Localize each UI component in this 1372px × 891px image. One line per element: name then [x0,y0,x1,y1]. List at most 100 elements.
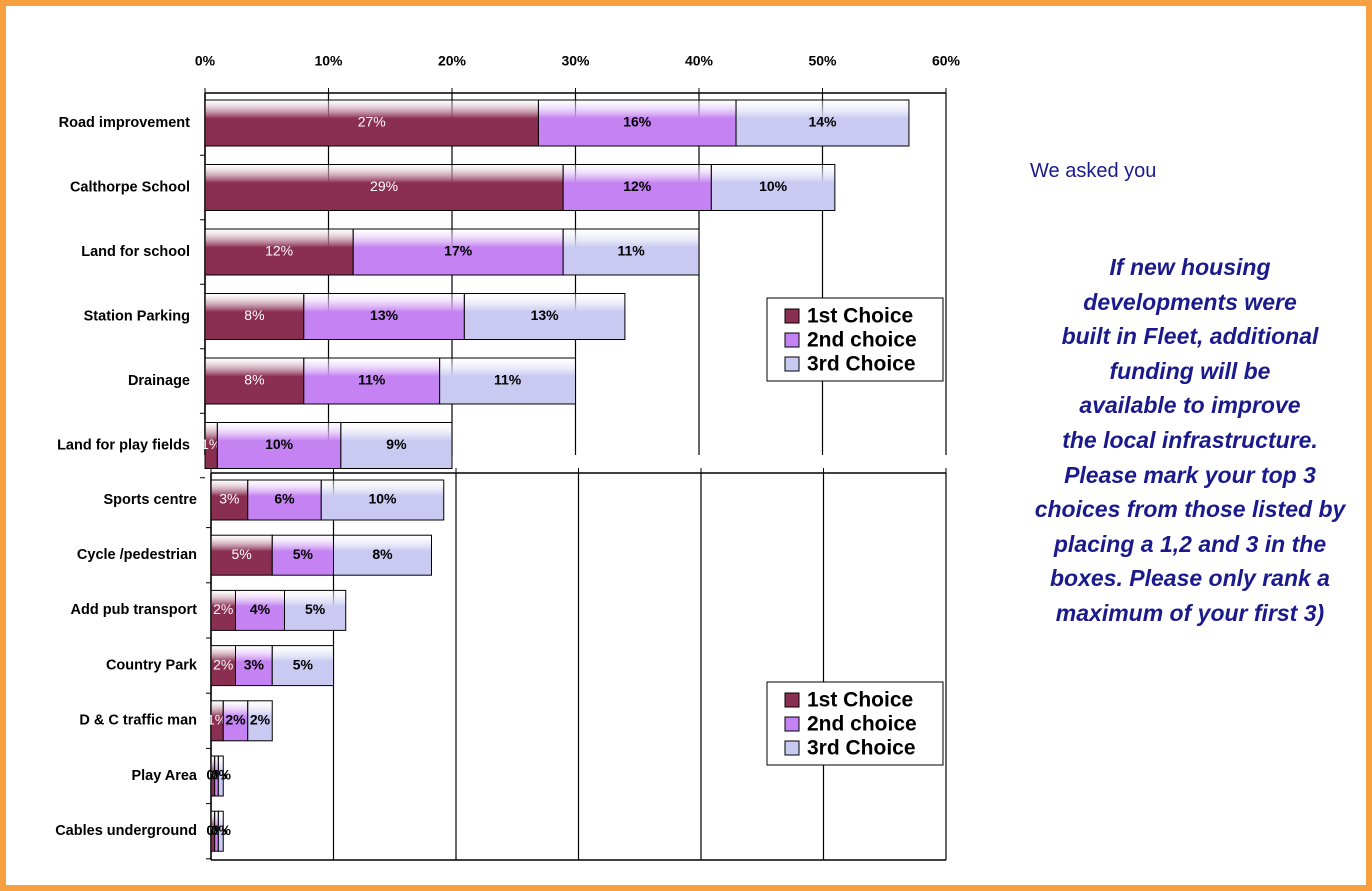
question-line: boxes. Please only rank a [1050,565,1330,592]
question-line: choices from those listed by [1034,496,1346,523]
category-label: Cables underground [55,823,197,839]
bar-segment [204,293,305,340]
data-label: 29% [370,178,398,194]
data-label: 11% [494,372,522,388]
data-label: 13% [531,307,560,323]
x-tick-label: 50% [808,53,837,69]
category-label: Road improvement [59,115,190,131]
data-label: 4% [250,601,271,617]
data-label: 3% [244,656,265,672]
data-label: 2% [213,656,233,672]
data-label: 11% [358,372,386,388]
x-tick-label: 0% [195,53,216,69]
bar-segment [284,589,347,631]
data-label: 5% [293,656,314,672]
question-line: funding will be [1109,357,1271,384]
category-label: Calthorpe School [70,179,190,195]
category-label: Station Parking [84,308,190,324]
legend-label: 3rd Choice [807,737,916,760]
question-line: Please mark your top 3 [1064,461,1316,488]
x-tick-label: 20% [438,53,467,69]
question-text: If new housing developments were built in … [1010,250,1370,631]
data-label: 5% [305,601,326,617]
data-label: 2% [213,601,233,617]
legend-swatch [784,356,800,372]
question-line: available to improve [1079,392,1301,419]
data-label: 11% [617,243,645,259]
x-tick-label: 10% [314,53,343,69]
question-line: If new housing [1109,254,1271,280]
question-line: the local infrastructure. [1062,426,1318,453]
data-label: 16% [623,114,652,130]
data-label: 9% [386,436,407,452]
bar-segment [204,357,305,405]
data-label: 12% [623,178,652,194]
data-label: 1% [201,436,221,452]
bar-segment [210,589,236,631]
bar-segment [210,479,249,521]
data-label: 27% [358,114,386,130]
data-label: 1% [207,712,227,728]
bar-segment [537,99,737,147]
bar-segment [210,645,236,687]
legend-label: 1st Choice [807,305,913,328]
data-label: 8% [372,546,393,562]
bar-segment [333,534,432,576]
data-label: 8% [244,372,264,388]
legend-swatch [784,692,800,708]
bar-segment [735,99,910,147]
category-label: Land for play fields [57,437,190,453]
bar-segment [247,700,273,742]
category-label: Cycle /pedestrian [77,547,197,563]
bar-segment [303,293,465,340]
bar-segment [463,293,626,340]
data-label: 0% [211,767,232,783]
bar-segment [439,357,576,405]
legend-label: 3rd Choice [807,353,916,376]
data-label: 2% [225,712,246,728]
category-label: Sports centre [104,492,197,508]
data-label: 10% [759,178,788,194]
category-label: D & C traffic man [79,713,197,729]
bar-segment [235,589,285,631]
bar-segment [217,810,224,852]
legend-label: 2nd choice [807,329,917,352]
bar-segment [217,755,224,797]
bar-segment [235,645,273,687]
x-tick-label: 30% [561,53,590,69]
data-label: 14% [808,114,837,130]
data-label: 17% [444,243,473,259]
legend-label: 2nd choice [807,713,917,736]
legend-label: 1st Choice [807,689,913,712]
category-label: Drainage [128,373,190,389]
x-tick-label: 40% [685,53,714,69]
data-label: 6% [274,491,295,507]
bar-segment [247,479,322,521]
bar-segment [562,228,700,276]
bar-segment [222,700,249,742]
question-line: built in Fleet, additional [1061,323,1319,350]
bar-segment [320,479,445,521]
data-label: 10% [265,436,294,452]
data-label: 5% [232,546,252,562]
data-label: 0% [211,822,232,838]
data-label: 3% [219,491,239,507]
legend-swatch [784,740,800,756]
x-tick-label: 60% [932,53,961,69]
question-line: placing a 1,2 and 3 in the [1053,530,1327,557]
bar-segment [710,164,836,211]
category-label: Land for school [81,244,190,260]
data-label: 2% [250,712,271,728]
category-label: Play Area [131,768,197,784]
bar-segment [204,164,564,211]
legend-swatch [784,716,800,732]
intro-text: We asked you [1030,160,1157,182]
bar-segment [204,99,539,147]
data-label: 8% [244,307,264,323]
data-label: 10% [368,491,397,507]
legend-swatch [784,308,800,324]
data-label: 12% [265,243,293,259]
category-label: Add pub transport [71,602,198,618]
